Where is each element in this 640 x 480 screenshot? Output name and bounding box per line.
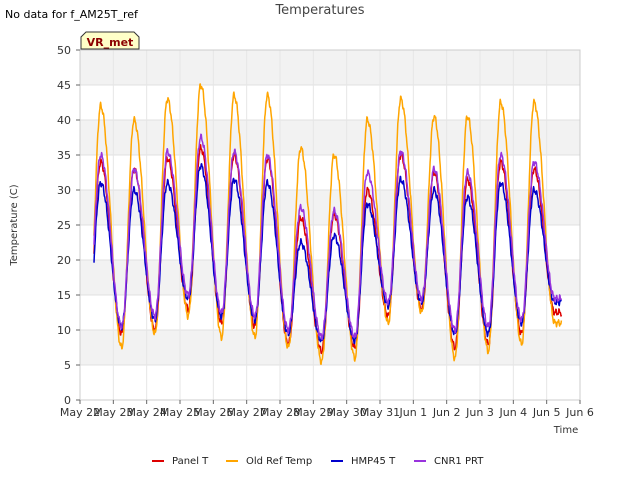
site-badge-label: VR_met [87,36,134,49]
legend: Panel T Old Ref Temp HMP45 T CNR1 PRT [152,456,484,467]
y-tick-label: 15 [57,289,71,302]
y-axis-label: Temperature (C) [9,184,20,266]
legend-label: Old Ref Temp [246,456,312,467]
series-line [93,163,562,345]
y-tick-label: 10 [57,324,71,337]
legend-label: HMP45 T [351,456,396,467]
y-tick-label: 40 [57,114,71,127]
x-tick-label: May 23 [93,406,133,419]
site-badge: VR_met [80,31,140,50]
legend-label: Panel T [172,456,209,467]
x-tick-label: Jun 2 [432,406,461,419]
x-tick-label: May 26 [193,406,233,419]
x-tick-label: Jun 4 [498,406,527,419]
background-band [80,330,580,365]
x-axis-label: Time [553,425,578,436]
y-axis-ticks: 0 5 10 15 20 25 30 35 40 45 50 [57,44,80,407]
y-tick-label: 5 [64,359,71,372]
x-tick-label: Jun 3 [465,406,494,419]
background-band [80,365,580,400]
no-data-note: No data for f_AM25T_ref [5,8,138,21]
x-tick-label: May 27 [227,406,267,419]
x-tick-label: Jun 5 [532,406,561,419]
y-tick-label: 0 [64,394,71,407]
chart-title: Temperatures [275,3,365,18]
series-lines [93,83,563,365]
y-tick-label: 50 [57,44,71,57]
x-tick-label: May 31 [360,406,400,419]
x-tick-label: May 24 [127,406,167,419]
x-tick-label: May 22 [60,406,100,419]
y-tick-label: 25 [57,219,71,232]
x-tick-label: May 30 [327,406,367,419]
y-tick-label: 30 [57,184,71,197]
x-tick-label: May 28 [260,406,300,419]
y-tick-label: 45 [57,79,71,92]
y-tick-label: 35 [57,149,71,162]
x-tick-label: May 25 [160,406,200,419]
x-tick-label: Jun 6 [565,406,594,419]
background-band [80,85,580,120]
background-band [80,50,580,85]
site-badge-shape [80,31,140,50]
y-tick-label: 20 [57,254,71,267]
x-tick-label: Jun 1 [398,406,427,419]
legend-label: CNR1 PRT [434,456,484,467]
x-tick-label: May 29 [293,406,333,419]
background-band [80,295,580,330]
series-line [93,133,563,341]
